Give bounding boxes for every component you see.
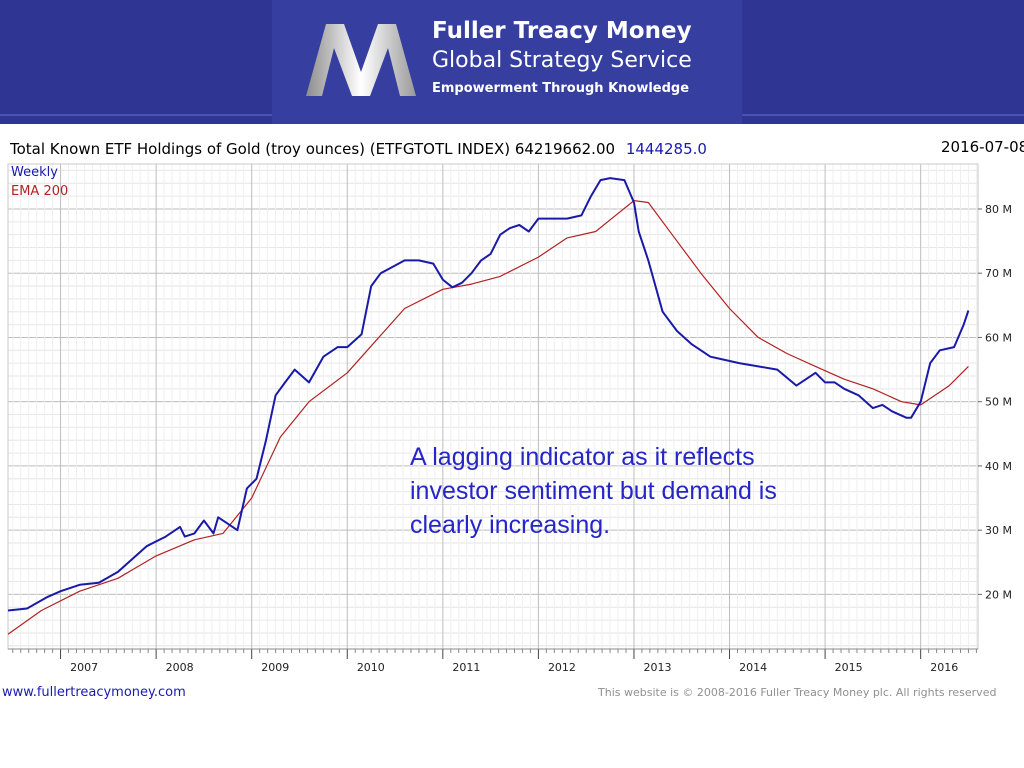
website-link[interactable]: www.fullertreacymoney.com: [2, 685, 186, 700]
y-tick-label: 30 M: [985, 524, 1012, 537]
brand-subtitle: Global Strategy Service: [432, 48, 692, 73]
x-tick-label: 2010: [357, 661, 385, 674]
chart-title-text: Total Known ETF Holdings of Gold (troy o…: [9, 140, 615, 158]
chart-date: 2016-07-08: [941, 138, 1024, 156]
y-tick-label: 50 M: [985, 396, 1012, 409]
plot-frame: [7, 163, 979, 650]
y-tick-label: 60 M: [985, 331, 1012, 344]
y-tick-label: 20 M: [985, 588, 1012, 601]
y-tick-label: 40 M: [985, 460, 1012, 473]
y-tick-label: 70 M: [985, 267, 1012, 280]
y-tick-label: 80 M: [985, 203, 1012, 216]
logo-panel: Fuller Treacy Money Global Strategy Serv…: [272, 0, 742, 124]
fuller-treacy-m-logo-icon: [306, 24, 416, 96]
legend-weekly: Weekly: [11, 165, 58, 180]
x-tick-label: 2008: [166, 661, 194, 674]
axis-layer: 20 M 30 M 40 M 50 M 60 M 70 M 80 M 2007 2008 2009…: [8, 203, 1012, 674]
x-tick-label: 2012: [548, 661, 576, 674]
series-line-ema-200: [7, 199, 969, 635]
x-tick-label: 2013: [644, 661, 672, 674]
x-tick-label: 2007: [70, 661, 98, 674]
x-tick-label: 2016: [930, 661, 958, 674]
copyright-notice: This website is © 2008-2016 Fuller Treac…: [597, 686, 996, 699]
x-tick-label: 2011: [452, 661, 480, 674]
x-tick-label: 2015: [835, 661, 863, 674]
chart-annotation: A lagging indicator as it reflects inves…: [410, 443, 777, 539]
x-tick-label: 2009: [261, 661, 289, 674]
chart-grid: [8, 164, 978, 649]
legend-ema-200: EMA 200: [11, 184, 68, 199]
brand-title: Fuller Treacy Money: [432, 18, 692, 44]
brand-tagline: Empowerment Through Knowledge: [432, 81, 690, 96]
x-tick-label: 2014: [739, 661, 767, 674]
series-line-weekly: [7, 177, 970, 612]
chart-area: 20 M 30 M 40 M 50 M 60 M 70 M 80 M 2007 2008 2009…: [2, 138, 1024, 700]
chart-title: Total Known ETF Holdings of Gold (troy o…: [9, 140, 707, 158]
chart-change-value: 1444285.0: [626, 140, 707, 158]
series-layer: [7, 177, 970, 635]
